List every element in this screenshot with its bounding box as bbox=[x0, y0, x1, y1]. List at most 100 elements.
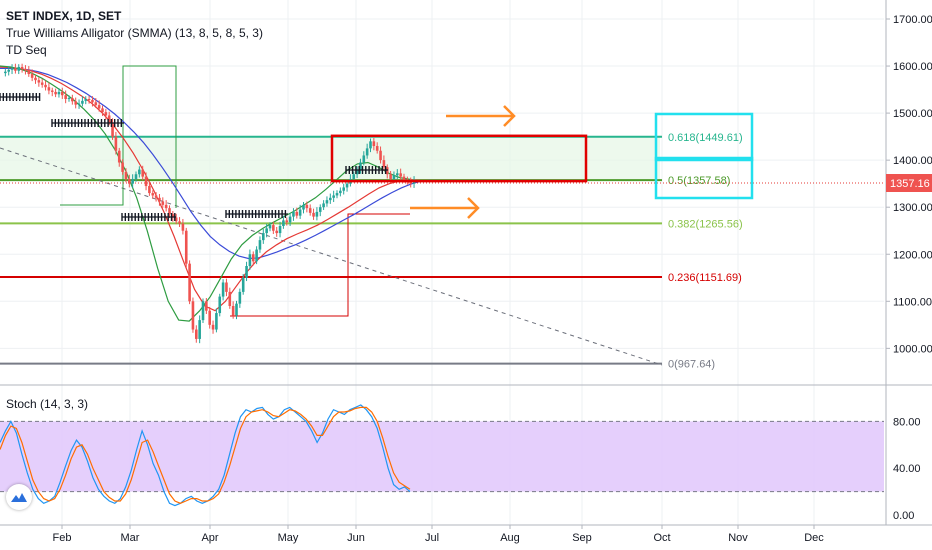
candle-body-74 bbox=[248, 254, 252, 267]
candle-body-37 bbox=[124, 171, 128, 179]
candle-body-100 bbox=[335, 193, 339, 196]
cyan-rectangle-top bbox=[654, 112, 754, 162]
candle-body-53 bbox=[178, 221, 181, 224]
candle-body-39 bbox=[131, 178, 134, 184]
time-tick-label-3: May bbox=[278, 532, 299, 544]
candle-body-96 bbox=[322, 203, 325, 208]
candle-body-101 bbox=[339, 190, 342, 194]
candle-body-9 bbox=[30, 74, 34, 78]
candle-body-67 bbox=[225, 282, 228, 292]
drawings-back bbox=[0, 65, 884, 366]
candle-body-115 bbox=[385, 167, 389, 175]
candle-body-1 bbox=[4, 71, 7, 74]
drawn-step-line bbox=[60, 65, 177, 208]
time-axis: Feb Mar Apr May Jun Jul Aug Sep Oct Nov Dec bbox=[0, 524, 932, 544]
candle-body-108 bbox=[362, 155, 366, 163]
candle-body-107 bbox=[359, 162, 362, 170]
last-price-label: 1357.16 bbox=[890, 178, 930, 190]
candle-body-38 bbox=[128, 178, 131, 184]
time-tick-label-0: Feb bbox=[53, 532, 72, 544]
candle-body-71 bbox=[238, 291, 242, 304]
candle-body-11 bbox=[37, 80, 41, 83]
candle-body-62 bbox=[208, 310, 211, 325]
stoch-tick-label-1: 40.00 bbox=[893, 463, 921, 475]
stoch-line-0 bbox=[0, 404, 411, 507]
candle-body-52 bbox=[174, 217, 178, 222]
candle-body-88 bbox=[295, 211, 299, 216]
candle-body-25 bbox=[84, 98, 88, 101]
candle-body-27 bbox=[91, 99, 94, 103]
time-tick-label-1: Mar bbox=[121, 532, 140, 544]
candle-body-118 bbox=[396, 173, 399, 176]
candle-body-47 bbox=[158, 197, 161, 202]
price-tick-label-1: 1600.00 bbox=[893, 61, 932, 73]
candle-body-57 bbox=[191, 301, 195, 330]
candle-body-13 bbox=[44, 84, 47, 88]
candle-body-32 bbox=[107, 115, 111, 123]
drawing-tools[interactable] bbox=[330, 105, 754, 219]
tradingview-logo-icon[interactable] bbox=[6, 484, 32, 510]
candle-body-63 bbox=[211, 324, 215, 330]
price-tick-label-0: 1700.00 bbox=[893, 14, 932, 26]
candle-body-77 bbox=[258, 240, 262, 250]
price-tick-label-2: 1500.00 bbox=[893, 108, 932, 120]
candle-body-106 bbox=[355, 169, 359, 175]
candle-body-98 bbox=[329, 197, 332, 201]
candle-body-59 bbox=[198, 320, 201, 339]
stoch-tick-label-0: 80.00 bbox=[893, 416, 921, 428]
candle-body-55 bbox=[184, 230, 188, 264]
candle-body-114 bbox=[382, 160, 386, 168]
last-price-badge bbox=[886, 174, 932, 192]
candle-body-86 bbox=[288, 216, 292, 223]
time-tick-label-10: Dec bbox=[804, 532, 824, 544]
candle-body-22 bbox=[74, 101, 77, 105]
chart-title[interactable]: SET INDEX, 1D, SET bbox=[6, 9, 122, 23]
price-tick-label-3: 1400.00 bbox=[893, 155, 932, 167]
candle-body-35 bbox=[117, 150, 121, 163]
candle-body-111 bbox=[372, 141, 376, 147]
candle-body-14 bbox=[47, 87, 51, 91]
candle-body-80 bbox=[268, 225, 272, 229]
stoch-line-1 bbox=[0, 406, 411, 504]
candle-body-56 bbox=[188, 263, 191, 302]
candle-body-6 bbox=[20, 66, 24, 69]
alligator-jaw bbox=[0, 67, 431, 260]
candle-body-95 bbox=[318, 207, 322, 212]
candle-body-15 bbox=[50, 90, 54, 92]
candle-body-120 bbox=[402, 176, 406, 180]
candle-body-85 bbox=[285, 220, 289, 223]
candle-body-73 bbox=[245, 266, 248, 278]
candle-body-40 bbox=[134, 174, 138, 179]
cyan-rectangle-bottom bbox=[654, 156, 754, 200]
stoch-legend[interactable]: Stoch (14, 3, 3) bbox=[6, 397, 89, 411]
candle-body-113 bbox=[379, 150, 382, 161]
candle-body-66 bbox=[221, 282, 225, 297]
candle-body-41 bbox=[138, 169, 141, 175]
candle-body-21 bbox=[71, 98, 74, 102]
candle-body-58 bbox=[195, 329, 198, 339]
candle-body-19 bbox=[64, 95, 67, 99]
candle-body-5 bbox=[17, 66, 21, 71]
stoch-tick-label-2: 0.00 bbox=[893, 510, 914, 522]
candle-body-49 bbox=[164, 204, 168, 209]
candle-body-79 bbox=[265, 228, 268, 234]
alligator-legend[interactable]: True Williams Alligator (SMMA) (13, 8, 5… bbox=[6, 26, 263, 40]
fib-label-3: 0.236(1151.69) bbox=[668, 272, 742, 284]
stoch-panel bbox=[0, 404, 884, 507]
alligator-lips bbox=[0, 65, 411, 322]
time-tick-label-7: Sep bbox=[572, 532, 592, 544]
arrow-upper-head bbox=[503, 105, 516, 127]
candle-body-3 bbox=[10, 68, 14, 70]
candle-body-83 bbox=[278, 226, 282, 234]
candle-body-2 bbox=[7, 69, 10, 72]
candle-body-28 bbox=[94, 102, 98, 106]
candle-body-12 bbox=[40, 82, 44, 85]
candle-body-99 bbox=[332, 195, 335, 198]
candle-body-68 bbox=[228, 291, 232, 307]
candle-body-45 bbox=[151, 193, 155, 196]
time-tick-label-6: Aug bbox=[500, 532, 520, 544]
time-tick-label-4: Jun bbox=[347, 532, 365, 544]
tdseq-legend[interactable]: TD Seq bbox=[6, 43, 47, 57]
alligator-lines bbox=[0, 65, 431, 322]
